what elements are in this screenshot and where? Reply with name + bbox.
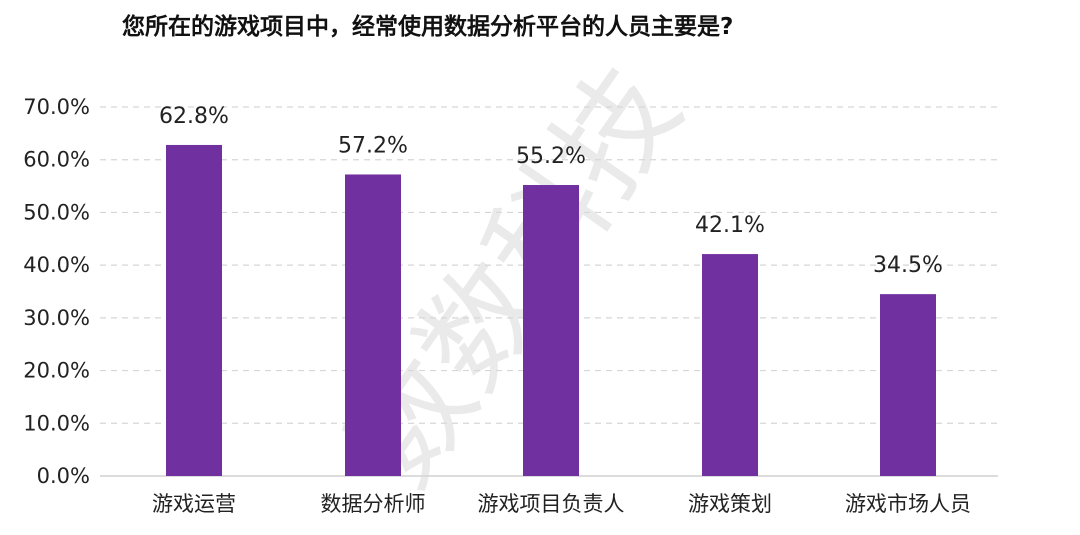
y-tick-label: 10.0% (23, 411, 90, 435)
x-tick-label: 游戏策划 (688, 492, 772, 516)
y-tick-label: 50.0% (23, 200, 90, 224)
value-labels: 62.8% 57.2% 55.2% 42.1% 34.5% (159, 104, 943, 278)
chart-title: 您所在的游戏项目中，经常使用数据分析平台的人员主要是? (122, 13, 733, 40)
bar (880, 294, 936, 476)
bars (166, 144, 936, 476)
data-label: 42.1% (695, 213, 765, 238)
bar (345, 174, 401, 476)
x-tick-label: 数据分析师 (321, 492, 426, 516)
data-label: 34.5% (873, 253, 943, 278)
y-axis-ticks: 0.0% 10.0% 20.0% 30.0% 40.0% 50.0% 60.0% 70.0% (23, 95, 90, 488)
data-label: 57.2% (338, 133, 408, 158)
data-label: 55.2% (516, 144, 586, 169)
y-tick-label: 40.0% (23, 253, 90, 277)
x-tick-label: 游戏市场人员 (845, 492, 971, 516)
bar (166, 144, 222, 476)
bar (523, 185, 579, 476)
y-tick-label: 70.0% (23, 95, 90, 119)
data-label: 62.8% (159, 104, 229, 129)
x-tick-label: 游戏运营 (152, 492, 236, 516)
y-tick-label: 20.0% (23, 359, 90, 383)
x-axis-categories: 游戏运营 数据分析师 游戏项目负责人 游戏策划 游戏市场人员 (152, 492, 971, 516)
y-tick-label: 60.0% (23, 148, 90, 172)
y-tick-label: 0.0% (37, 464, 90, 488)
bar (702, 254, 758, 476)
y-tick-label: 30.0% (23, 306, 90, 330)
x-tick-label: 游戏项目负责人 (478, 492, 625, 516)
